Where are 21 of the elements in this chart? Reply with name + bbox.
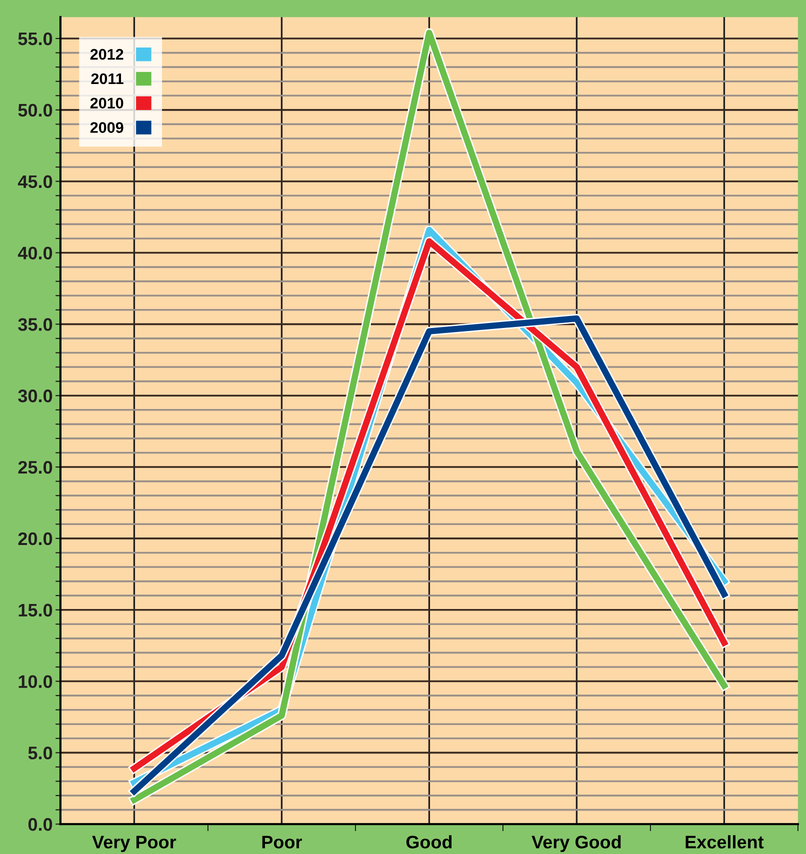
- y-tick-label: 30.0: [18, 390, 52, 402]
- legend-label: 2012: [90, 48, 124, 60]
- y-tick-label: 25.0: [18, 460, 52, 474]
- y-tick-label: 40.0: [18, 246, 52, 260]
- legend-label: 2010: [90, 98, 124, 109]
- y-tick-label: 0.0: [28, 818, 52, 831]
- x-tick-label: Good: [406, 835, 452, 848]
- y-tick-label: 45.0: [18, 175, 52, 188]
- x-tick-label: Very Good: [532, 835, 621, 852]
- legend-label: 2011: [91, 73, 124, 84]
- x-tick-label: Very Poor: [92, 836, 176, 852]
- y-tick-label: 55.0: [18, 32, 52, 46]
- legend-label: 2009: [90, 122, 124, 133]
- x-tick-label: Excellent: [686, 835, 764, 848]
- x-tick-label: Poor: [262, 836, 302, 848]
- y-tick-label: 35.0: [18, 318, 52, 331]
- y-tick-label: 20.0: [18, 532, 52, 546]
- y-tick-label: 5.0: [28, 746, 52, 760]
- y-tick-label: 15.0: [18, 604, 52, 617]
- y-tick-label: 50.0: [18, 104, 52, 117]
- y-tick-label: 10.0: [18, 675, 52, 688]
